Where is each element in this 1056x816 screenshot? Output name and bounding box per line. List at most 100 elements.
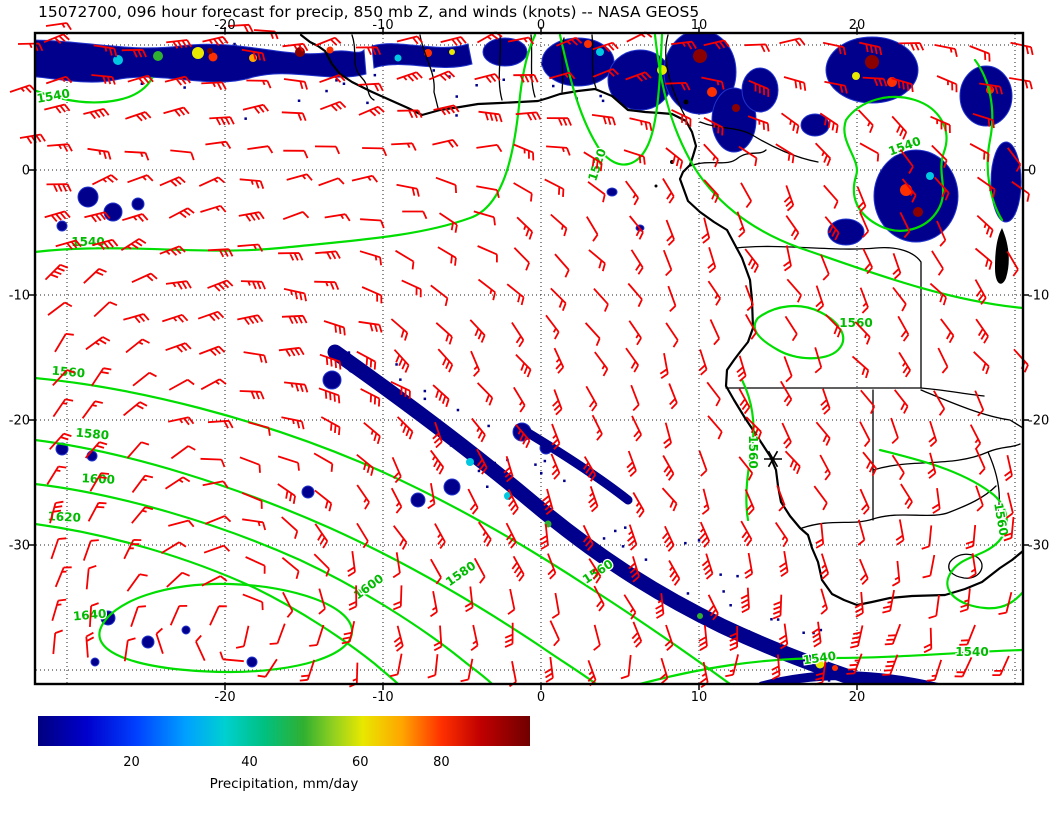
wind-barb xyxy=(699,521,711,548)
wind-barb xyxy=(628,556,640,583)
wind-barb xyxy=(1013,348,1029,373)
wind-barb xyxy=(551,592,560,619)
wind-barb xyxy=(583,151,603,172)
wind-barb xyxy=(820,588,828,615)
wind-barb xyxy=(586,216,599,242)
wind-barb xyxy=(630,384,640,412)
wind-barb xyxy=(351,174,379,183)
wind-barb xyxy=(363,422,381,445)
wind-barb xyxy=(93,301,118,318)
contour-label: 1560 xyxy=(51,364,85,381)
wind-barb xyxy=(91,74,116,85)
wind-barb xyxy=(625,71,652,82)
wind-barb xyxy=(515,424,531,449)
wind-barb xyxy=(547,553,557,580)
wind-barb xyxy=(92,238,119,251)
contour-label: 1540 xyxy=(36,86,71,106)
wind-barb xyxy=(238,211,265,222)
wind-barb xyxy=(358,320,383,333)
wind-barb xyxy=(738,388,751,415)
wind-barb xyxy=(474,73,501,84)
wind-barb xyxy=(930,115,951,134)
wind-barb xyxy=(744,248,759,274)
wind-barb xyxy=(859,287,869,314)
wind-barb xyxy=(921,525,933,550)
wind-barb xyxy=(665,219,675,246)
wind-barb xyxy=(707,415,723,440)
wind-barb xyxy=(582,456,597,482)
wind-barb xyxy=(707,247,717,274)
contour-1560-sa-terrain xyxy=(878,448,1022,610)
wind-barb xyxy=(227,23,254,33)
x-tick-label: 10 xyxy=(691,690,708,705)
lake-tanganyika xyxy=(995,228,1009,284)
wind-barb xyxy=(391,456,402,484)
wind-barb xyxy=(591,114,616,126)
wind-barb xyxy=(631,415,643,442)
wind-barb xyxy=(84,441,108,459)
wind-barb xyxy=(132,371,157,387)
wind-barb xyxy=(361,286,383,304)
wind-barb xyxy=(707,280,721,306)
wind-barb xyxy=(707,594,719,621)
wind-barb xyxy=(701,488,710,515)
x-tick-label: -10 xyxy=(372,690,393,705)
wind-barb xyxy=(160,541,187,554)
y-tick-label: -10 xyxy=(9,289,30,304)
wind-barb xyxy=(671,109,692,127)
wind-barb xyxy=(892,253,902,280)
wind-barb xyxy=(511,555,525,582)
wind-barb xyxy=(820,388,831,415)
wind-barb xyxy=(774,521,789,548)
wind-barb xyxy=(313,553,330,577)
precip-colorbar: 20 40 60 80 Precipitation, mm/day xyxy=(38,716,530,792)
wind-barb xyxy=(239,456,261,473)
wind-barb xyxy=(121,48,147,58)
lesotho-border xyxy=(948,553,983,579)
wind-barb xyxy=(552,389,563,416)
wind-barb xyxy=(355,46,382,56)
wind-barb xyxy=(127,74,154,85)
wind-barb xyxy=(594,351,609,377)
wind-barb xyxy=(893,389,909,414)
wind-barb xyxy=(47,143,73,152)
wind-barb xyxy=(54,566,72,588)
wind-barb xyxy=(857,109,874,134)
wind-barb xyxy=(819,454,831,481)
wind-barb xyxy=(269,623,286,645)
wind-barb xyxy=(166,571,190,588)
wind-barb xyxy=(549,71,576,80)
wind-barb xyxy=(928,594,940,619)
colorbar-tick-label: 60 xyxy=(352,755,369,770)
wind-barb xyxy=(52,629,64,655)
wind-barb xyxy=(542,488,554,515)
wind-barb xyxy=(315,36,342,47)
wind-barb xyxy=(130,605,146,627)
wind-barb xyxy=(665,147,684,170)
wind-barb xyxy=(515,111,542,121)
wind-barb xyxy=(507,36,535,45)
wind-barb xyxy=(592,41,619,53)
wind-barb xyxy=(390,380,411,399)
wind-barb xyxy=(748,79,770,97)
wind-barb xyxy=(931,144,948,169)
wind-barb xyxy=(740,182,752,209)
wind-barb xyxy=(478,110,503,123)
map-frame xyxy=(33,31,1025,686)
wind-barb xyxy=(854,321,871,345)
wind-barb xyxy=(850,625,864,649)
wind-barb xyxy=(701,217,711,244)
itcz-band-mid xyxy=(371,43,473,69)
wind-barb xyxy=(470,624,479,652)
wind-barb xyxy=(45,75,73,85)
wind-barb xyxy=(165,476,191,490)
wind-barb xyxy=(200,457,226,468)
wind-barb xyxy=(815,285,825,312)
wind-barb xyxy=(44,263,69,281)
wind-barb xyxy=(661,525,675,552)
wind-barb xyxy=(729,625,739,652)
wind-barb xyxy=(323,320,346,336)
wind-barb xyxy=(779,37,806,47)
wind-barb xyxy=(779,550,789,577)
contour-1620-sw xyxy=(36,523,399,683)
